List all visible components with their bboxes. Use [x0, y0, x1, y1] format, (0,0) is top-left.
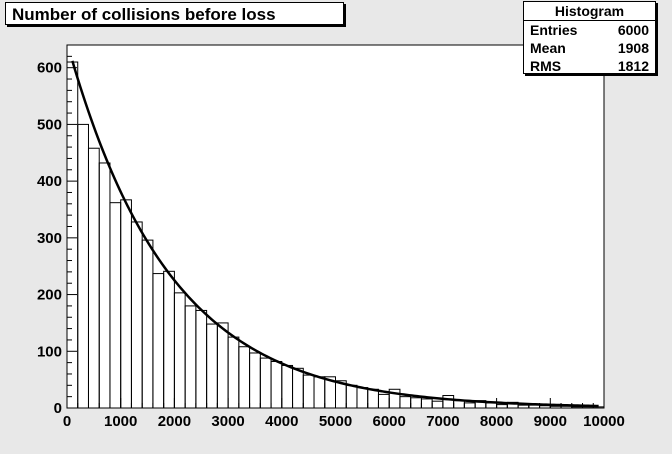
histogram-title-text: Number of collisions before loss — [12, 5, 276, 24]
stats-value: 6000 — [617, 22, 649, 38]
fit-curve — [71, 60, 599, 408]
stats-value: 1812 — [617, 58, 649, 74]
y-tick-label: 200 — [37, 287, 62, 304]
stats-label: Entries — [530, 22, 578, 38]
x-tick-label: 9000 — [534, 413, 567, 430]
stats-row-rms: RMS 1812 — [524, 57, 655, 75]
x-tick-label: 1000 — [104, 413, 137, 430]
stats-row-entries: Entries 6000 — [524, 21, 655, 39]
x-tick-label: 5000 — [319, 413, 352, 430]
stats-row-mean: Mean 1908 — [524, 39, 655, 57]
stats-label: Mean — [530, 40, 566, 56]
stats-box: Histogram Entries 6000 Mean 1908 RMS 181… — [523, 1, 656, 74]
y-tick-label: 100 — [37, 343, 62, 360]
fit-line — [71, 60, 599, 408]
stats-label: RMS — [530, 58, 562, 74]
x-tick-label: 8000 — [480, 413, 513, 430]
x-tick-label: 3000 — [211, 413, 244, 430]
x-tick-label: 10000 — [583, 413, 625, 430]
x-axis: 0 1000 2000 3000 4000 5000 6000 7000 8000 9000 100… — [63, 398, 625, 430]
stats-header: Histogram — [524, 2, 655, 21]
x-tick-label: 2000 — [158, 413, 191, 430]
x-tick-label: 4000 — [265, 413, 298, 430]
plot-area — [66, 44, 605, 409]
x-tick-label: 0 — [63, 413, 71, 430]
y-tick-label: 600 — [37, 60, 62, 77]
y-tick-label: 400 — [37, 173, 62, 190]
x-tick-label: 7000 — [426, 413, 459, 430]
x-tick-label: 6000 — [373, 413, 406, 430]
y-tick-label: 500 — [37, 116, 62, 133]
y-tick-label: 300 — [37, 230, 62, 247]
histogram-title: Number of collisions before loss — [5, 2, 344, 25]
y-tick-label: 0 — [54, 400, 62, 417]
stats-value: 1908 — [617, 40, 649, 56]
y-axis: 0 100 200 300 400 500 600 — [37, 44, 77, 417]
